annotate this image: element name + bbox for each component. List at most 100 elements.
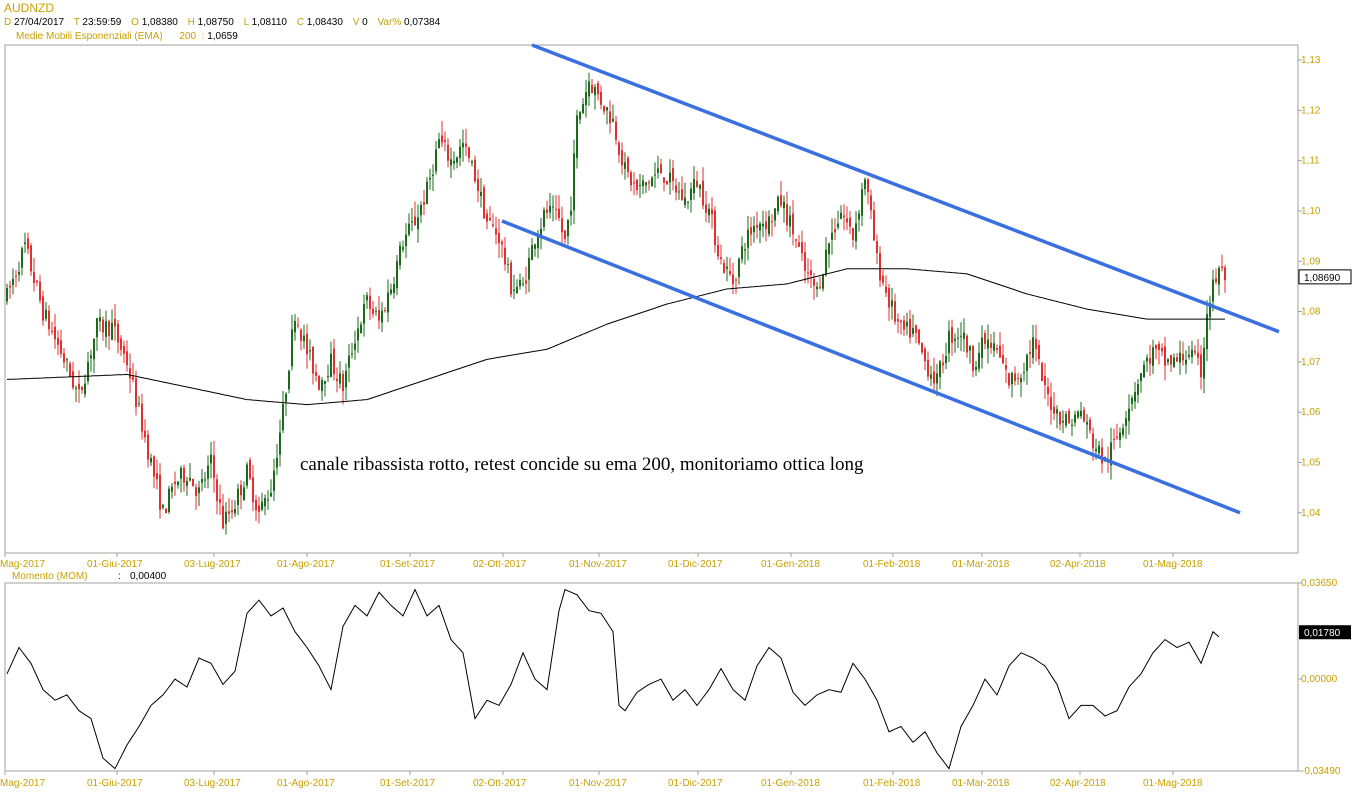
candle-body: [144, 430, 146, 438]
momentum-y-axis: 0,03650 0,00000 -0,03490: [1298, 578, 1341, 777]
candle: [369, 287, 371, 321]
candle-body: [639, 185, 641, 187]
candle: [393, 276, 395, 299]
candle-body: [771, 221, 773, 223]
candle: [99, 308, 101, 332]
candle: [438, 132, 440, 149]
candle: [801, 230, 803, 261]
candle-body: [1095, 449, 1097, 452]
candle-body: [387, 292, 389, 313]
candle: [501, 239, 503, 258]
candle-body: [60, 340, 62, 354]
candle-body: [996, 348, 998, 350]
candle: [741, 236, 743, 264]
candle: [522, 277, 524, 287]
candle-body: [600, 92, 602, 105]
candle: [225, 502, 227, 535]
candle-body: [141, 403, 143, 432]
candle-body: [480, 191, 482, 196]
candle-body: [999, 345, 1001, 358]
candle: [147, 430, 149, 468]
candle-body: [642, 180, 644, 186]
candle-body: [840, 212, 842, 219]
candle: [597, 80, 599, 101]
candle-body: [75, 387, 77, 389]
candle-body: [333, 348, 335, 375]
candle: [456, 156, 458, 169]
candle: [372, 301, 374, 318]
candle: [669, 159, 671, 195]
candle: [30, 243, 32, 276]
candle-body: [822, 274, 824, 289]
candle: [294, 313, 296, 341]
candle-body: [609, 111, 611, 124]
x-tick-label: 01-Ago-2017: [277, 559, 335, 570]
candle: [165, 507, 167, 514]
candle-body: [882, 275, 884, 283]
candle-body: [384, 310, 386, 312]
candle-body: [1143, 364, 1145, 378]
candle: [771, 214, 773, 237]
y-tick-label: 1,10: [1301, 206, 1321, 217]
candle: [246, 461, 248, 489]
high-key: H: [187, 17, 195, 28]
candle: [1209, 295, 1211, 330]
momentum-panel[interactable]: Momento (MOM) : 0,00400 0,03650 0,00000 -0…: [0, 571, 1351, 789]
candle-body: [324, 380, 326, 384]
candle-body: [243, 487, 245, 501]
candle-body: [927, 359, 929, 377]
candle: [660, 158, 662, 174]
candle-body: [570, 210, 572, 216]
candle: [483, 184, 485, 219]
candle: [654, 162, 656, 188]
candle: [396, 255, 398, 296]
candle: [15, 270, 17, 288]
candle: [711, 197, 713, 229]
candle-body: [657, 168, 659, 173]
candle: [696, 171, 698, 189]
candle-body: [342, 373, 344, 392]
candle: [1167, 357, 1169, 366]
candle: [1062, 410, 1064, 434]
candle: [24, 232, 26, 253]
y-tick-label: 1,06: [1301, 407, 1321, 418]
candle-body: [966, 335, 968, 353]
candle-body: [663, 177, 665, 183]
candle-body: [1125, 418, 1127, 426]
candle-body: [666, 180, 668, 185]
candle-body: [177, 481, 179, 486]
candle-body: [429, 177, 431, 180]
candle: [1164, 336, 1166, 381]
x-tick-label: 01-Set-2017: [380, 559, 435, 570]
x-tick-label: 01-Mag-2018: [1143, 559, 1203, 570]
candle-body: [1062, 420, 1064, 423]
candle-body: [573, 153, 575, 211]
candle: [1056, 405, 1058, 429]
candle-body: [960, 335, 962, 337]
x-tick-label: 01-Dic-2017: [668, 778, 723, 789]
candle-body: [990, 342, 992, 348]
candle: [786, 191, 788, 232]
ema-line: [6, 268, 1225, 406]
candle: [249, 457, 251, 481]
candle-body: [231, 510, 233, 513]
price-panel[interactable]: 1,04 1,05 1,06 1,07 1,08 1,09 1,10 1,11 1,12 1,13…: [0, 43, 1352, 570]
candle-body: [408, 223, 410, 235]
candle: [42, 290, 44, 326]
candle: [624, 152, 626, 180]
candle-body: [1029, 351, 1031, 354]
candle-body: [1191, 349, 1193, 358]
candle: [1074, 410, 1076, 427]
candles: [6, 72, 1226, 535]
candle-body: [1134, 391, 1136, 402]
candle-body: [441, 135, 443, 143]
candle-body: [1011, 373, 1013, 385]
candle-body: [18, 271, 20, 275]
candle-body: [1092, 433, 1094, 449]
candle: [993, 331, 995, 357]
candle: [1086, 413, 1088, 439]
candle-body: [96, 318, 98, 338]
candle: [861, 182, 863, 227]
candle: [276, 443, 278, 476]
